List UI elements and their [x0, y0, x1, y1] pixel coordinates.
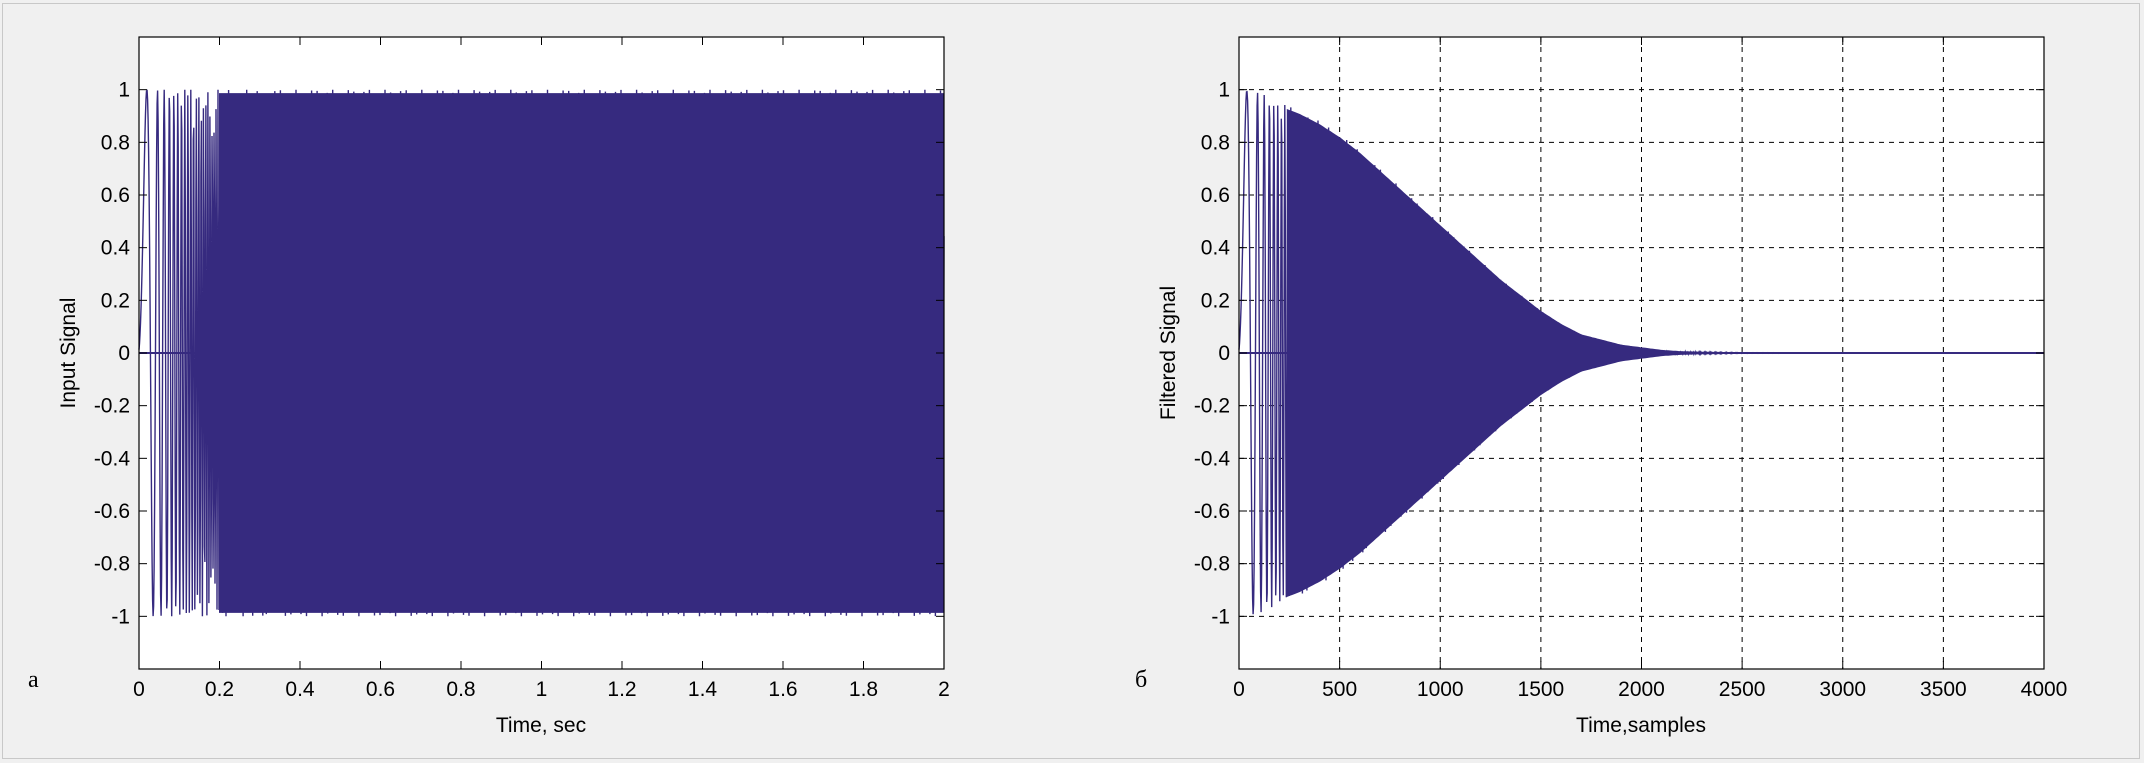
- y-axis-label-a: Input Signal: [57, 298, 80, 409]
- y-tick-label: -0.4: [1194, 447, 1231, 470]
- x-tick-label: 1.4: [688, 678, 718, 701]
- x-tick-label: 0.8: [446, 678, 475, 701]
- signal-a: [138, 89, 945, 617]
- ticks-a: 0 0.2 0.4 0.6 0.8 1 1.2 1.4 1.6 1.8 2 1 0.8 0.6 0.4 0.2…: [94, 37, 950, 701]
- y-tick-label: -1: [1211, 605, 1230, 628]
- y-tick-label: 0.6: [1201, 184, 1230, 207]
- y-tick-label: -0.2: [94, 395, 130, 418]
- y-tick-label: 0.4: [101, 237, 131, 260]
- y-tick-label: 1: [118, 79, 130, 102]
- x-tick-label: 3000: [1819, 678, 1866, 701]
- x-tick-label: 500: [1322, 678, 1357, 701]
- ticks-b: 0 500 1000 1500 2000 2500 3000 3500 4000 1 0.8 0.6 0…: [1194, 37, 2068, 701]
- y-tick-label: 1: [1218, 79, 1230, 102]
- y-tick-label: 0.8: [1201, 131, 1230, 154]
- y-tick-label: -0.2: [1194, 395, 1230, 418]
- x-tick-label: 0.2: [205, 678, 234, 701]
- y-tick-label: -0.6: [94, 500, 130, 523]
- x-tick-label: 3500: [1920, 678, 1967, 701]
- y-tick-label: -1: [111, 605, 130, 628]
- y-tick-label: -0.4: [94, 447, 131, 470]
- x-tick-label: 0.6: [366, 678, 395, 701]
- x-tick-label: 1: [536, 678, 548, 701]
- y-tick-label: 0.2: [101, 289, 130, 312]
- x-tick-label: 2000: [1618, 678, 1665, 701]
- chart-panel-a: 0 0.2 0.4 0.6 0.8 1 1.2 1.4 1.6 1.8 2 1 0.8 0.6 0.4 0.2…: [28, 36, 950, 737]
- x-axis-label-b: Time,samples: [1576, 714, 1706, 737]
- y-tick-label: 0.6: [101, 184, 130, 207]
- x-axis-label-a: Time, sec: [496, 714, 586, 737]
- y-tick-label: 0.4: [1201, 237, 1231, 260]
- x-tick-label: 0: [1233, 678, 1245, 701]
- x-tick-label: 1000: [1417, 678, 1464, 701]
- y-axis-label-b: Filtered Signal: [1157, 286, 1180, 420]
- y-tick-label: -0.8: [94, 553, 130, 576]
- x-tick-label: 4000: [2021, 678, 2068, 701]
- x-tick-label: 1.2: [607, 678, 636, 701]
- x-tick-label: 2: [938, 678, 950, 701]
- y-tick-label: 0.8: [101, 131, 130, 154]
- panel-label-a: а: [28, 667, 39, 693]
- y-tick-label: 0.2: [1201, 289, 1230, 312]
- panel-label-b: б: [1135, 667, 1147, 693]
- y-tick-label: -0.6: [1194, 500, 1230, 523]
- y-tick-label: 0: [1218, 342, 1230, 365]
- x-tick-label: 2500: [1719, 678, 1766, 701]
- chart-panel-b: 0 500 1000 1500 2000 2500 3000 3500 4000 1 0.8 0.6 0…: [1135, 36, 2068, 737]
- x-tick-label: 1.8: [849, 678, 878, 701]
- x-tick-label: 0.4: [285, 678, 315, 701]
- y-tick-label: 0: [118, 342, 130, 365]
- x-tick-label: 1500: [1518, 678, 1565, 701]
- y-tick-label: -0.8: [1194, 553, 1230, 576]
- x-tick-label: 1.6: [768, 678, 797, 701]
- x-tick-label: 0: [133, 678, 145, 701]
